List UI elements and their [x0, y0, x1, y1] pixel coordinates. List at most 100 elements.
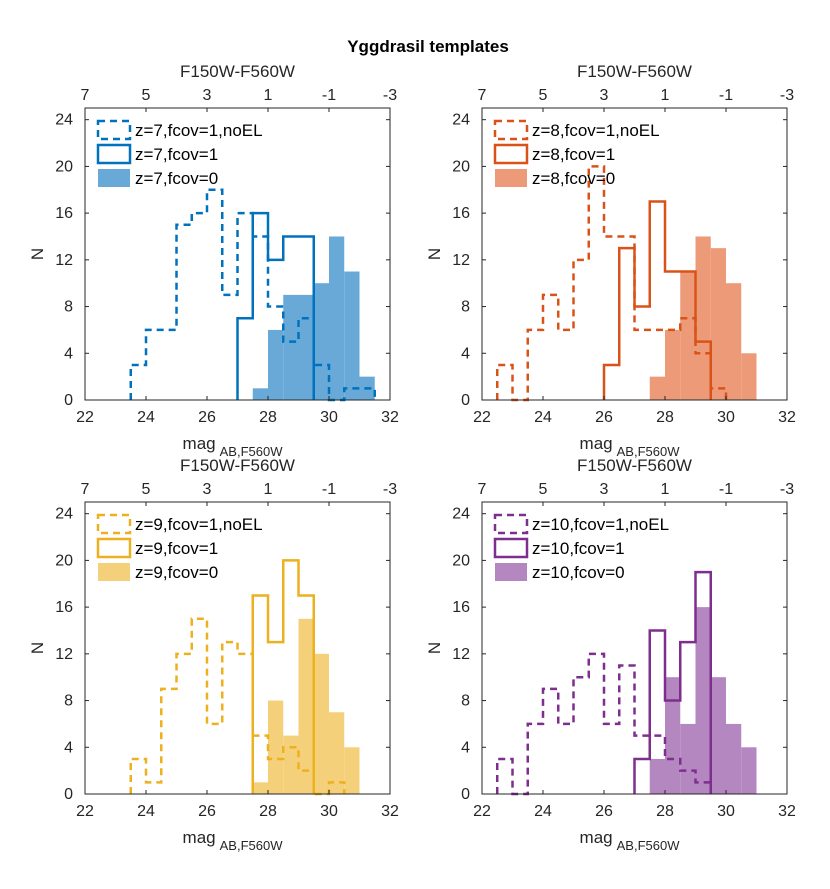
ytick-label: 4 — [64, 739, 73, 756]
figure-title: Yggdrasil templates — [347, 37, 509, 56]
ytick-label: 16 — [452, 599, 470, 616]
ytick-label: 0 — [64, 786, 73, 803]
bar-z9-15 — [313, 653, 329, 794]
bar-z10-13 — [680, 723, 696, 794]
bar-z10-12 — [665, 677, 681, 794]
ytick-label: 8 — [64, 299, 73, 316]
ytick-label: 12 — [55, 646, 73, 663]
xtick-label: 32 — [381, 409, 399, 426]
bar-z8-14 — [695, 236, 711, 400]
xtick-label: 24 — [137, 409, 155, 426]
bar-z7-13 — [283, 294, 299, 400]
ytick-label: 16 — [452, 205, 470, 222]
bar-z8-11 — [649, 376, 665, 400]
top-tick-label: -1 — [719, 481, 733, 498]
legend-swatch-dashed — [96, 119, 132, 141]
legend-swatch-filled — [495, 169, 527, 187]
axes-box-z8 — [481, 107, 788, 401]
ytick-label: 12 — [452, 252, 470, 269]
yaxis-label: N — [425, 642, 444, 654]
xtick-label: 24 — [534, 409, 552, 426]
bar-z7-11 — [252, 388, 268, 400]
panel-z8: 22 24 26 28 30 32 7 5 3 1 -1 -3 0 4 8 12 16 20 24 mag AB,F56… — [425, 62, 796, 459]
ytick-label: 0 — [64, 392, 73, 409]
top-tick-label: 7 — [478, 481, 487, 498]
xtick-label: 28 — [259, 803, 277, 820]
top-tick-label: 7 — [81, 481, 90, 498]
legend-label: z=7,fcov=0 — [135, 169, 218, 188]
yaxis-label: N — [28, 642, 47, 654]
ytick-label: 0 — [461, 786, 470, 803]
ytick-label: 24 — [55, 506, 73, 523]
legend-label: z=7,fcov=1,noEL — [135, 121, 263, 140]
xtick-label: 22 — [76, 409, 94, 426]
xtick-label: 28 — [656, 409, 674, 426]
ytick-label: 16 — [55, 599, 73, 616]
series-z7-fcov1 — [236, 211, 315, 400]
xtick-label: 32 — [381, 803, 399, 820]
bar-z8-17 — [741, 353, 757, 400]
series-z9-fcov1 — [251, 559, 315, 794]
legend-label: z=7,fcov=1 — [135, 145, 218, 164]
xtick-label: 22 — [473, 409, 491, 426]
ytick-label: 20 — [55, 552, 73, 569]
bar-z10-14 — [695, 607, 711, 794]
series-z8-fcov1 — [602, 200, 712, 400]
ytick-label: 4 — [461, 739, 470, 756]
xtick-label: 24 — [137, 803, 155, 820]
xtick-label: 24 — [534, 803, 552, 820]
top-tick-label: 3 — [600, 481, 609, 498]
legend-label: z=10,fcov=1,noEL — [532, 515, 669, 534]
xtick-label: 32 — [778, 409, 796, 426]
top-tick-label: -1 — [322, 87, 336, 104]
top-tick-label: -1 — [322, 481, 336, 498]
ytick-label: 16 — [55, 205, 73, 222]
top-tick-label: 1 — [661, 481, 670, 498]
bar-z9-12 — [268, 700, 284, 794]
legend-swatch-filled — [98, 169, 130, 187]
top-tick-label: -1 — [719, 87, 733, 104]
legend-swatch-dashed — [493, 513, 529, 535]
legend-swatch-outline — [96, 537, 132, 559]
bar-z10-15 — [710, 677, 726, 794]
top-xaxis-label: F150W-F560W — [577, 456, 692, 475]
xaxis-label: mag AB,F560W — [183, 828, 284, 853]
ytick-label: 0 — [461, 392, 470, 409]
panel-z7: 22 24 26 28 30 32 7 5 3 1 -1 -3 0 4 8 12 16 20 24 mag AB,F56… — [28, 62, 399, 459]
xtick-label: 26 — [198, 409, 216, 426]
axes-box-z7 — [84, 107, 391, 401]
bar-z9-16 — [329, 712, 345, 794]
ytick-label: 4 — [461, 345, 470, 362]
bar-z8-16 — [726, 283, 742, 400]
top-tick-label: 5 — [142, 481, 151, 498]
panel-z10: 22 24 26 28 30 32 7 5 3 1 -1 -3 0 4 8 12 16 20 24 mag AB,F56… — [425, 456, 796, 853]
series-z10-noel — [496, 652, 712, 796]
xtick-label: 28 — [259, 409, 277, 426]
yaxis-label: N — [28, 248, 47, 260]
xtick-label: 22 — [76, 803, 94, 820]
series-z10-fcov1 — [633, 570, 712, 794]
ytick-label: 24 — [452, 112, 470, 129]
ytick-label: 12 — [452, 646, 470, 663]
ytick-label: 8 — [64, 693, 73, 710]
xaxis-label: mag AB,F560W — [580, 828, 681, 853]
ytick-label: 24 — [452, 506, 470, 523]
xaxis-label: mag AB,F560W — [183, 434, 284, 459]
legend-label: z=9,fcov=1 — [135, 539, 218, 558]
top-tick-label: 5 — [142, 87, 151, 104]
ytick-label: 20 — [452, 552, 470, 569]
ytick-label: 20 — [452, 158, 470, 175]
xtick-label: 30 — [717, 409, 735, 426]
bar-z9-14 — [298, 618, 314, 794]
legend-label: z=9,fcov=1,noEL — [135, 515, 263, 534]
bar-z8-12 — [665, 329, 681, 400]
top-tick-label: -3 — [780, 87, 794, 104]
bar-z8-13 — [680, 271, 696, 400]
axes-box-z9 — [84, 501, 391, 795]
bar-z9-17 — [344, 747, 360, 794]
ytick-label: 12 — [55, 252, 73, 269]
legend-swatch-outline — [96, 143, 132, 165]
top-tick-label: 5 — [539, 481, 548, 498]
xtick-label: 26 — [595, 409, 613, 426]
